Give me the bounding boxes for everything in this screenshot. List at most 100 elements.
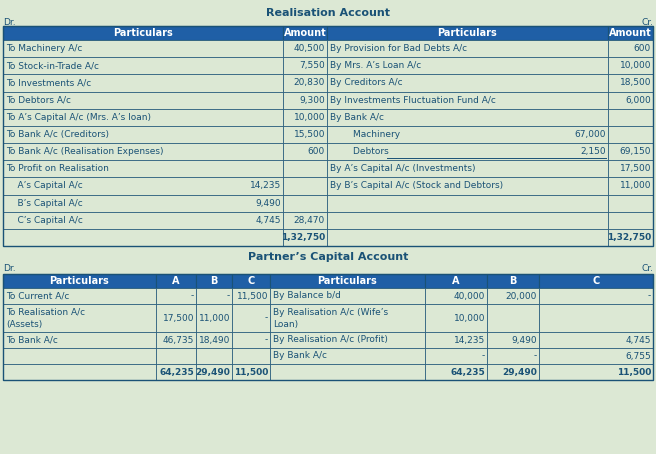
Bar [3, 92, 283, 109]
Text: 4,745: 4,745 [255, 216, 281, 225]
Bar [608, 178, 653, 194]
Bar [196, 348, 232, 364]
Bar [283, 126, 327, 143]
Text: Realisation Account: Realisation Account [266, 8, 390, 18]
Bar [327, 109, 608, 126]
Text: To Bank A/c (Creditors): To Bank A/c (Creditors) [6, 130, 109, 139]
Text: -: - [265, 336, 268, 345]
Text: Cr.: Cr. [641, 18, 653, 27]
Text: C’s Capital A/c: C’s Capital A/c [6, 216, 83, 225]
Text: Loan): Loan) [273, 320, 298, 329]
Text: 11,000: 11,000 [199, 314, 230, 322]
Bar [3, 40, 283, 57]
Bar [608, 57, 653, 74]
Bar [425, 274, 487, 288]
Text: -: - [647, 291, 651, 301]
Bar [425, 364, 487, 380]
Text: By Investments Fluctuation Fund A/c: By Investments Fluctuation Fund A/c [330, 96, 496, 104]
Text: 40,500: 40,500 [294, 44, 325, 53]
Text: 11,500: 11,500 [617, 367, 651, 376]
Text: By Provision for Bad Debts A/c: By Provision for Bad Debts A/c [330, 44, 467, 53]
Bar [232, 288, 270, 304]
Text: -: - [265, 314, 268, 322]
Text: 11,500: 11,500 [237, 291, 268, 301]
Text: Amount: Amount [283, 28, 327, 38]
Text: 29,490: 29,490 [502, 367, 537, 376]
Bar [3, 160, 283, 178]
Bar [539, 288, 653, 304]
Text: 40,000: 40,000 [454, 291, 485, 301]
Text: 6,755: 6,755 [625, 351, 651, 360]
Bar [487, 288, 539, 304]
Bar [3, 348, 156, 364]
Bar [283, 40, 327, 57]
Bar [156, 364, 196, 380]
Text: To Machinery A/c: To Machinery A/c [6, 44, 83, 53]
Bar [608, 74, 653, 92]
Text: To Current A/c: To Current A/c [6, 291, 70, 301]
Text: 20,830: 20,830 [294, 79, 325, 88]
Bar [283, 26, 327, 40]
Bar [608, 126, 653, 143]
Text: B’s Capital A/c: B’s Capital A/c [6, 198, 83, 207]
Bar [3, 143, 283, 160]
Bar [196, 364, 232, 380]
Text: 28,470: 28,470 [294, 216, 325, 225]
Bar [196, 274, 232, 288]
Text: A: A [173, 276, 180, 286]
Text: 600: 600 [308, 147, 325, 156]
Bar [283, 57, 327, 74]
Bar [3, 74, 283, 92]
Bar [270, 332, 425, 348]
Bar [196, 304, 232, 332]
Text: 600: 600 [634, 44, 651, 53]
Text: C: C [247, 276, 255, 286]
Text: -: - [482, 351, 485, 360]
Text: By Realisation A/c (Profit): By Realisation A/c (Profit) [273, 336, 388, 345]
Bar [3, 109, 283, 126]
Bar [232, 304, 270, 332]
Text: 9,300: 9,300 [299, 96, 325, 104]
Bar [327, 178, 608, 194]
Text: By A’s Capital A/c (Investments): By A’s Capital A/c (Investments) [330, 164, 476, 173]
Bar [327, 143, 608, 160]
Text: Debtors: Debtors [330, 147, 389, 156]
Bar [327, 126, 608, 143]
Text: 18,490: 18,490 [199, 336, 230, 345]
Bar [608, 194, 653, 212]
Bar [196, 332, 232, 348]
Bar [156, 304, 196, 332]
Bar [425, 348, 487, 364]
Bar [3, 212, 283, 229]
Bar [327, 57, 608, 74]
Bar [608, 40, 653, 57]
Bar [270, 364, 425, 380]
Text: Machinery: Machinery [330, 130, 400, 139]
Text: 9,490: 9,490 [255, 198, 281, 207]
Bar [327, 40, 608, 57]
Text: 14,235: 14,235 [250, 182, 281, 190]
Bar [608, 92, 653, 109]
Bar [3, 332, 156, 348]
Text: 11,000: 11,000 [619, 182, 651, 190]
Text: Particulars: Particulars [318, 276, 377, 286]
Bar [327, 26, 608, 40]
Bar [608, 26, 653, 40]
Text: -: - [534, 351, 537, 360]
Text: 10,000: 10,000 [619, 61, 651, 70]
Bar [327, 160, 608, 178]
Bar [3, 126, 283, 143]
Text: 29,490: 29,490 [195, 367, 230, 376]
Bar [283, 143, 327, 160]
Bar [3, 194, 283, 212]
Bar [270, 274, 425, 288]
Text: 10,000: 10,000 [453, 314, 485, 322]
Text: 14,235: 14,235 [454, 336, 485, 345]
Bar [232, 332, 270, 348]
Bar [283, 194, 327, 212]
Bar [156, 348, 196, 364]
Text: 10,000: 10,000 [293, 113, 325, 122]
Bar [3, 304, 156, 332]
Text: 6,000: 6,000 [625, 96, 651, 104]
Bar [283, 212, 327, 229]
